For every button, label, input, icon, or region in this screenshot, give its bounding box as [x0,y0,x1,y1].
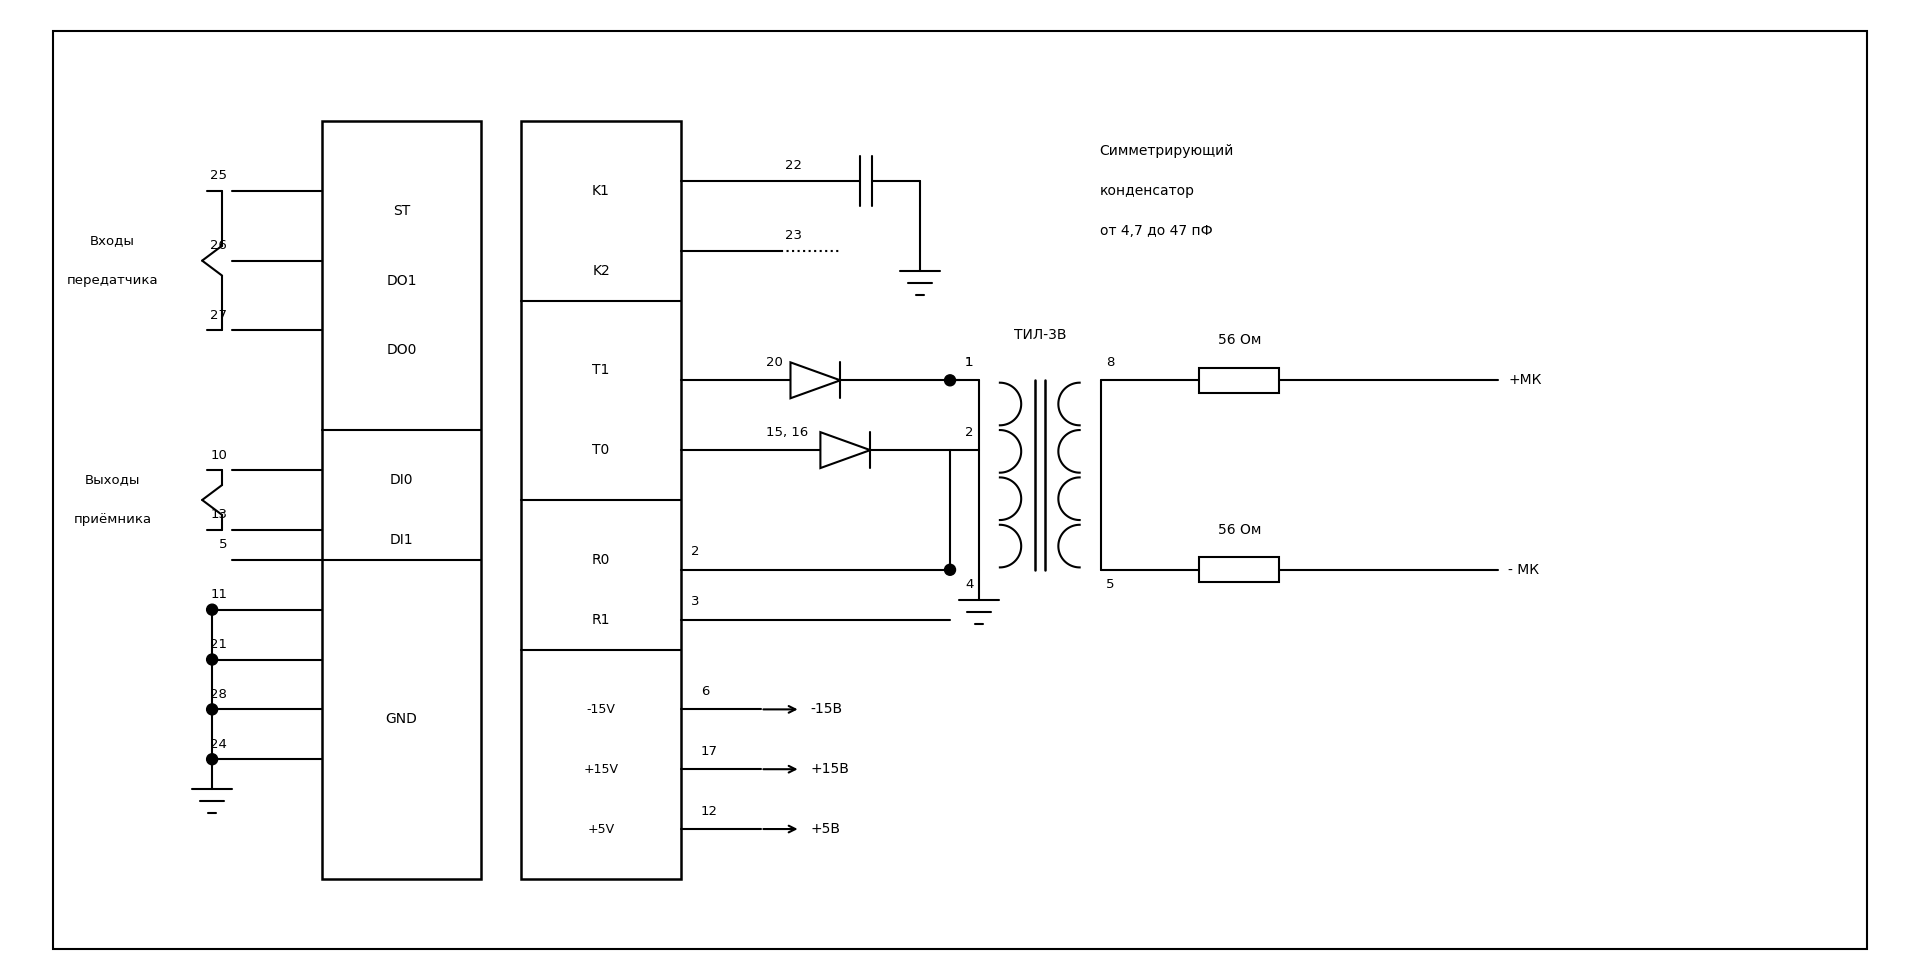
Text: ST: ST [394,204,411,218]
Text: конденсатор: конденсатор [1100,184,1194,198]
Text: DI1: DI1 [390,533,413,547]
Text: 5: 5 [1106,578,1114,591]
Text: 28: 28 [209,688,227,701]
Text: +5V: +5V [588,822,614,836]
Text: T1: T1 [593,364,611,377]
Text: Входы: Входы [90,234,134,247]
Text: GND: GND [386,712,417,726]
Text: 17: 17 [701,745,718,758]
Text: 24: 24 [209,738,227,751]
Text: 3: 3 [691,595,699,609]
Polygon shape [791,363,841,398]
Circle shape [207,704,217,714]
Circle shape [945,374,956,386]
Text: +5В: +5В [810,822,841,836]
Text: Выходы: Выходы [84,473,140,486]
Text: 27: 27 [209,309,227,322]
Text: 2: 2 [691,545,699,559]
Text: передатчика: передатчика [67,274,157,287]
Text: K1: K1 [591,184,611,198]
Text: 13: 13 [209,509,227,521]
Text: 25: 25 [209,170,227,182]
Text: ТИЛ-3В: ТИЛ-3В [1014,328,1066,342]
Text: 22: 22 [785,160,803,172]
Text: DO0: DO0 [386,343,417,358]
Circle shape [207,654,217,665]
Text: 1: 1 [966,356,973,368]
Bar [323,122,482,879]
Text: 56 Ом: 56 Ом [1217,333,1261,348]
Circle shape [207,605,217,615]
Bar [1200,558,1279,582]
Text: K2: K2 [591,264,611,277]
Text: 10: 10 [209,449,227,462]
Text: 15, 16: 15, 16 [766,425,808,439]
Text: 56 Ом: 56 Ом [1217,523,1261,537]
Text: приёмника: приёмника [73,514,152,526]
Text: - МК: - МК [1509,563,1540,577]
Text: 6: 6 [701,685,708,698]
Text: 26: 26 [209,239,227,252]
Text: DI0: DI0 [390,473,413,487]
Text: 20: 20 [766,356,783,368]
Text: 12: 12 [701,805,718,817]
Text: 1: 1 [966,356,973,368]
Text: 5: 5 [219,538,227,552]
Text: +15V: +15V [584,762,618,776]
Text: R1: R1 [591,612,611,626]
Polygon shape [820,432,870,468]
Text: 8: 8 [1106,356,1114,368]
Text: 23: 23 [785,229,803,242]
Text: T0: T0 [593,443,611,457]
Text: +МК: +МК [1509,373,1542,387]
Text: +15В: +15В [810,762,849,776]
Text: DO1: DO1 [386,273,417,287]
Bar [520,122,682,879]
Bar [1200,368,1279,393]
Text: от 4,7 до 47 пФ: от 4,7 до 47 пФ [1100,223,1212,238]
Text: 21: 21 [209,638,227,651]
Circle shape [207,754,217,764]
Circle shape [945,564,956,575]
Text: -15В: -15В [810,703,843,716]
Text: 4: 4 [966,578,973,591]
Text: 11: 11 [209,588,227,601]
Text: -15V: -15V [588,703,616,715]
Text: 2: 2 [966,425,973,439]
Text: Симметрирующий: Симметрирующий [1100,144,1235,158]
Text: R0: R0 [591,553,611,566]
